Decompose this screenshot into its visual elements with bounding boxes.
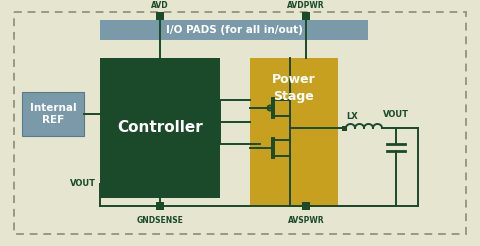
Bar	[250, 58, 338, 206]
Text: VOUT: VOUT	[383, 110, 409, 119]
Text: I/O PADS (for all in/out): I/O PADS (for all in/out)	[166, 25, 302, 35]
Text: AVD: AVD	[151, 1, 169, 10]
Bar	[156, 12, 164, 20]
Text: GNDSENSE: GNDSENSE	[137, 216, 183, 225]
Text: AVDPWR: AVDPWR	[287, 1, 325, 10]
Text: AVSPWR: AVSPWR	[288, 216, 324, 225]
Bar	[156, 202, 164, 210]
Text: Power
Stage: Power Stage	[272, 73, 316, 103]
Text: LX: LX	[346, 112, 358, 121]
Bar	[302, 12, 310, 20]
Text: Controller: Controller	[117, 121, 203, 136]
Bar	[302, 202, 310, 210]
Text: VOUT: VOUT	[70, 180, 96, 188]
Bar	[100, 58, 220, 198]
Bar	[100, 20, 368, 40]
Bar	[342, 126, 347, 131]
Bar	[22, 92, 84, 136]
Text: Internal
REF: Internal REF	[30, 103, 76, 125]
